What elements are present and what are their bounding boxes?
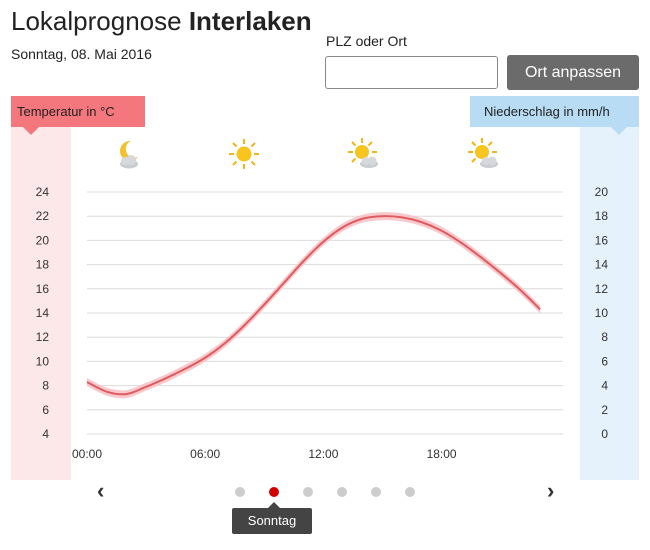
y-right-tick-label: 2 [601, 403, 608, 417]
y-left-tick-label: 20 [36, 233, 50, 247]
x-tick-label: 06:00 [190, 447, 220, 461]
temperature-chart: 24222018161412108642018161412108642000:0… [36, 185, 609, 461]
y-left-tick-label: 18 [36, 258, 50, 272]
chevron-left-icon[interactable]: ‹ [97, 478, 105, 503]
x-tick-label: 12:00 [308, 447, 338, 461]
y-right-tick-label: 8 [601, 330, 608, 344]
x-tick-label: 18:00 [427, 447, 457, 461]
y-left-tick-label: 12 [36, 330, 50, 344]
pager-dot[interactable] [235, 487, 245, 497]
y-left-tick-label: 16 [36, 282, 50, 296]
y-right-tick-label: 4 [601, 379, 608, 393]
forecast-date: Sonntag, 08. Mai 2016 [11, 46, 152, 62]
y-left-tick-label: 6 [42, 403, 49, 417]
y-left-tick-label: 8 [42, 379, 49, 393]
y-left-tick-label: 22 [36, 209, 50, 223]
y-right-tick-label: 18 [595, 209, 609, 223]
precipitation-legend-label: Niederschlag in mm/h [470, 96, 639, 135]
chevron-right-icon[interactable]: › [547, 478, 555, 503]
page-title: Lokalprognose Interlaken [11, 6, 312, 37]
precipitation-axis-band [580, 127, 639, 480]
y-left-tick-label: 14 [36, 306, 50, 320]
temperature-legend-label: Temperatur in °C [11, 96, 145, 135]
y-right-tick-label: 6 [601, 354, 608, 368]
temperature-line [86, 215, 541, 396]
title-place: Interlaken [188, 6, 312, 36]
pager-dot[interactable] [337, 487, 347, 497]
sun-cloud-icon [468, 138, 498, 168]
pager-dot[interactable] [371, 487, 381, 497]
y-right-tick-label: 12 [595, 282, 609, 296]
y-right-tick-label: 20 [595, 185, 609, 199]
title-prefix: Lokalprognose [11, 6, 182, 36]
sun-icon [229, 139, 259, 169]
pager-dot-active[interactable] [269, 487, 279, 497]
y-left-tick-label: 24 [36, 185, 50, 199]
y-left-tick-label: 4 [42, 427, 49, 441]
sun-cloud-icon [348, 138, 378, 168]
day-tooltip: Sonntag [232, 502, 312, 534]
x-tick-label: 00:00 [72, 447, 102, 461]
ort-anpassen-button[interactable]: Ort anpassen [507, 55, 639, 90]
plz-input[interactable] [325, 56, 498, 89]
y-right-tick-label: 14 [595, 258, 609, 272]
y-right-tick-label: 16 [595, 233, 609, 247]
pager-dot[interactable] [405, 487, 415, 497]
temperature-range-band [87, 212, 541, 399]
y-right-tick-label: 0 [601, 427, 608, 441]
y-right-tick-label: 10 [595, 306, 609, 320]
y-left-tick-label: 10 [36, 354, 50, 368]
moon-cloud-icon [120, 140, 138, 169]
plz-label: PLZ oder Ort [326, 33, 407, 49]
temperature-axis-band [11, 127, 71, 480]
pager-dot[interactable] [303, 487, 313, 497]
